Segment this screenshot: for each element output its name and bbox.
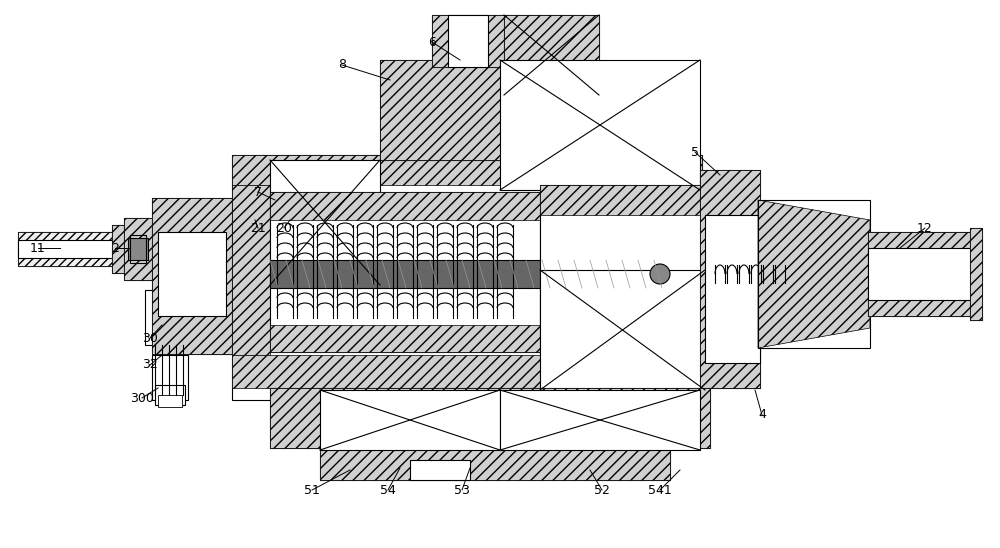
Text: 52: 52 — [594, 483, 610, 496]
Polygon shape — [270, 325, 540, 352]
Polygon shape — [758, 200, 870, 348]
Text: 53: 53 — [454, 483, 470, 496]
Polygon shape — [500, 390, 700, 450]
Bar — [158, 395, 182, 407]
Bar — [124, 218, 152, 280]
Polygon shape — [500, 60, 700, 190]
Text: 21: 21 — [250, 221, 266, 235]
Polygon shape — [540, 185, 705, 215]
Bar — [705, 215, 760, 363]
Polygon shape — [112, 225, 124, 273]
Text: 30: 30 — [142, 332, 158, 345]
Polygon shape — [270, 388, 710, 448]
Text: 51: 51 — [304, 483, 320, 496]
Bar — [432, 15, 504, 67]
Bar — [504, 15, 599, 95]
Text: 300: 300 — [130, 391, 154, 404]
Text: 5: 5 — [691, 146, 699, 158]
Bar — [320, 448, 670, 480]
Bar — [410, 460, 470, 480]
Text: 541: 541 — [648, 483, 672, 496]
Polygon shape — [700, 170, 760, 388]
Polygon shape — [540, 270, 705, 390]
Bar — [868, 232, 978, 316]
Polygon shape — [504, 15, 599, 95]
Bar — [112, 225, 124, 273]
Bar — [155, 385, 185, 405]
Polygon shape — [320, 390, 500, 450]
Polygon shape — [18, 232, 118, 266]
Bar — [758, 200, 870, 348]
Bar — [540, 185, 705, 363]
Polygon shape — [124, 218, 152, 280]
Bar — [380, 60, 580, 160]
Polygon shape — [970, 228, 982, 320]
Polygon shape — [232, 185, 270, 355]
Polygon shape — [270, 160, 380, 285]
Bar — [270, 260, 690, 288]
Polygon shape — [232, 155, 702, 185]
Polygon shape — [868, 232, 978, 316]
Text: 12: 12 — [917, 221, 933, 235]
Text: 8: 8 — [338, 59, 346, 71]
Bar — [868, 248, 978, 300]
Polygon shape — [152, 198, 232, 354]
Bar — [158, 232, 226, 316]
Ellipse shape — [650, 264, 670, 284]
Bar — [152, 355, 188, 400]
Polygon shape — [270, 192, 540, 220]
Bar — [700, 170, 760, 388]
Text: 6: 6 — [428, 36, 436, 49]
Bar — [130, 235, 146, 263]
Polygon shape — [380, 60, 580, 160]
Text: 7: 7 — [254, 186, 262, 198]
Bar — [448, 15, 488, 67]
Text: 11: 11 — [30, 242, 46, 254]
Bar — [18, 232, 118, 266]
Polygon shape — [232, 355, 702, 388]
Bar — [145, 290, 195, 345]
Bar — [270, 192, 540, 352]
Polygon shape — [540, 338, 705, 363]
Text: 32: 32 — [142, 358, 158, 372]
Polygon shape — [320, 448, 670, 480]
Polygon shape — [432, 15, 504, 67]
Text: 54: 54 — [380, 483, 396, 496]
Bar — [270, 388, 710, 448]
Bar — [152, 198, 232, 354]
Bar — [128, 238, 148, 260]
Text: 20: 20 — [276, 221, 292, 235]
Text: 4: 4 — [758, 408, 766, 421]
Bar — [18, 240, 118, 258]
Bar — [970, 228, 982, 320]
Bar — [232, 155, 702, 400]
Text: 2: 2 — [111, 242, 119, 254]
